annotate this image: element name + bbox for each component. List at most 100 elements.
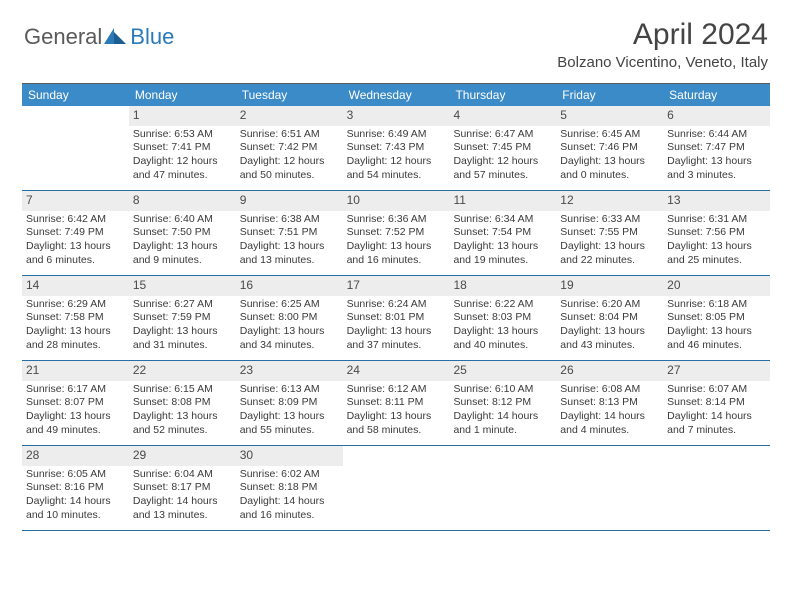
day-detail-line: and 58 minutes. bbox=[347, 424, 446, 438]
day-cell: 27Sunrise: 6:07 AMSunset: 8:14 PMDayligh… bbox=[663, 361, 770, 445]
day-detail-line: Sunset: 7:47 PM bbox=[667, 141, 766, 155]
day-details: Sunrise: 6:36 AMSunset: 7:52 PMDaylight:… bbox=[343, 213, 450, 272]
day-cell: 30Sunrise: 6:02 AMSunset: 8:18 PMDayligh… bbox=[236, 446, 343, 530]
day-detail-line: Sunrise: 6:07 AM bbox=[667, 383, 766, 397]
day-detail-line: Sunset: 7:45 PM bbox=[453, 141, 552, 155]
day-cell: 16Sunrise: 6:25 AMSunset: 8:00 PMDayligh… bbox=[236, 276, 343, 360]
day-details: Sunrise: 6:45 AMSunset: 7:46 PMDaylight:… bbox=[556, 128, 663, 187]
day-detail-line: and 22 minutes. bbox=[560, 254, 659, 268]
day-detail-line: Sunset: 7:54 PM bbox=[453, 226, 552, 240]
dow-tuesday: Tuesday bbox=[236, 84, 343, 106]
day-detail-line: Sunset: 8:08 PM bbox=[133, 396, 232, 410]
day-detail-line: Sunrise: 6:42 AM bbox=[26, 213, 125, 227]
day-detail-line: Sunset: 8:12 PM bbox=[453, 396, 552, 410]
weeks-container: 1Sunrise: 6:53 AMSunset: 7:41 PMDaylight… bbox=[22, 106, 770, 531]
day-details: Sunrise: 6:29 AMSunset: 7:58 PMDaylight:… bbox=[22, 298, 129, 357]
day-details bbox=[343, 468, 450, 472]
day-detail-line: Sunrise: 6:27 AM bbox=[133, 298, 232, 312]
day-detail-line: and 0 minutes. bbox=[560, 169, 659, 183]
day-number: 7 bbox=[22, 191, 129, 211]
dow-monday: Monday bbox=[129, 84, 236, 106]
day-detail-line: and 7 minutes. bbox=[667, 424, 766, 438]
day-detail-line: Sunrise: 6:53 AM bbox=[133, 128, 232, 142]
dow-wednesday: Wednesday bbox=[343, 84, 450, 106]
day-detail-line: and 46 minutes. bbox=[667, 339, 766, 353]
day-cell: 8Sunrise: 6:40 AMSunset: 7:50 PMDaylight… bbox=[129, 191, 236, 275]
day-number: 9 bbox=[236, 191, 343, 211]
page-header: General Blue April 2024 Bolzano Vicentin… bbox=[0, 0, 792, 75]
day-number: 18 bbox=[449, 276, 556, 296]
day-detail-line: Sunset: 7:42 PM bbox=[240, 141, 339, 155]
day-detail-line: and 52 minutes. bbox=[133, 424, 232, 438]
day-cell: 4Sunrise: 6:47 AMSunset: 7:45 PMDaylight… bbox=[449, 106, 556, 190]
day-cell: 6 Sunrise: 6:44 AMSunset: 7:47 PMDaylight… bbox=[663, 106, 770, 190]
day-number: 14 bbox=[22, 276, 129, 296]
day-details: Sunrise: 6:13 AMSunset: 8:09 PMDaylight:… bbox=[236, 383, 343, 442]
day-detail-line: Sunset: 7:43 PM bbox=[347, 141, 446, 155]
day-number: 8 bbox=[129, 191, 236, 211]
day-details: Sunrise: 6:22 AMSunset: 8:03 PMDaylight:… bbox=[449, 298, 556, 357]
day-details: Sunrise: 6:27 AMSunset: 7:59 PMDaylight:… bbox=[129, 298, 236, 357]
day-number: 24 bbox=[343, 361, 450, 381]
day-cell: 15Sunrise: 6:27 AMSunset: 7:59 PMDayligh… bbox=[129, 276, 236, 360]
day-details: Sunrise: 6:47 AMSunset: 7:45 PMDaylight:… bbox=[449, 128, 556, 187]
day-detail-line: Daylight: 12 hours bbox=[133, 155, 232, 169]
day-detail-line: and 55 minutes. bbox=[240, 424, 339, 438]
day-detail-line: Daylight: 13 hours bbox=[560, 155, 659, 169]
day-cell: 17Sunrise: 6:24 AMSunset: 8:01 PMDayligh… bbox=[343, 276, 450, 360]
day-detail-line: Daylight: 13 hours bbox=[347, 410, 446, 424]
day-detail-line: Sunrise: 6:49 AM bbox=[347, 128, 446, 142]
day-detail-line: Daylight: 12 hours bbox=[240, 155, 339, 169]
brand-logo: General Blue bbox=[24, 18, 174, 50]
day-detail-line: Sunrise: 6:10 AM bbox=[453, 383, 552, 397]
day-details: Sunrise: 6:08 AMSunset: 8:13 PMDaylight:… bbox=[556, 383, 663, 442]
day-detail-line: Sunrise: 6:17 AM bbox=[26, 383, 125, 397]
day-detail-line: Sunrise: 6:02 AM bbox=[240, 468, 339, 482]
day-detail-line: Sunrise: 6:08 AM bbox=[560, 383, 659, 397]
day-number: 4 bbox=[449, 106, 556, 126]
title-block: April 2024 Bolzano Vicentino, Veneto, It… bbox=[557, 18, 768, 71]
day-detail-line: Sunset: 7:59 PM bbox=[133, 311, 232, 325]
day-number: 10 bbox=[343, 191, 450, 211]
day-details bbox=[449, 468, 556, 472]
day-detail-line: Sunset: 8:18 PM bbox=[240, 481, 339, 495]
day-detail-line: and 3 minutes. bbox=[667, 169, 766, 183]
day-cell: 19Sunrise: 6:20 AMSunset: 8:04 PMDayligh… bbox=[556, 276, 663, 360]
week-row: 14Sunrise: 6:29 AMSunset: 7:58 PMDayligh… bbox=[22, 276, 770, 361]
day-detail-line: and 4 minutes. bbox=[560, 424, 659, 438]
day-details: Sunrise: 6:53 AMSunset: 7:41 PMDaylight:… bbox=[129, 128, 236, 187]
day-details: Sunrise: 6:49 AMSunset: 7:43 PMDaylight:… bbox=[343, 128, 450, 187]
day-detail-line: Sunrise: 6:22 AM bbox=[453, 298, 552, 312]
day-number: 17 bbox=[343, 276, 450, 296]
day-details bbox=[663, 468, 770, 472]
day-detail-line: Sunrise: 6:44 AM bbox=[667, 128, 766, 142]
day-detail-line: Daylight: 13 hours bbox=[240, 410, 339, 424]
day-detail-line: Sunrise: 6:33 AM bbox=[560, 213, 659, 227]
day-number: 6 bbox=[663, 106, 770, 126]
day-number: 5 bbox=[556, 106, 663, 126]
day-detail-line: and 37 minutes. bbox=[347, 339, 446, 353]
day-detail-line: Daylight: 13 hours bbox=[667, 240, 766, 254]
day-detail-line: Sunrise: 6:40 AM bbox=[133, 213, 232, 227]
brand-general: General bbox=[24, 24, 102, 50]
day-number: 23 bbox=[236, 361, 343, 381]
day-detail-line: and 49 minutes. bbox=[26, 424, 125, 438]
day-detail-line: Sunset: 8:01 PM bbox=[347, 311, 446, 325]
day-detail-line: and 40 minutes. bbox=[453, 339, 552, 353]
day-detail-line: Sunrise: 6:20 AM bbox=[560, 298, 659, 312]
week-row: 28Sunrise: 6:05 AMSunset: 8:16 PMDayligh… bbox=[22, 446, 770, 531]
day-detail-line: Daylight: 14 hours bbox=[453, 410, 552, 424]
day-cell: 2Sunrise: 6:51 AMSunset: 7:42 PMDaylight… bbox=[236, 106, 343, 190]
day-details: Sunrise: 6:15 AMSunset: 8:08 PMDaylight:… bbox=[129, 383, 236, 442]
day-detail-line: Daylight: 13 hours bbox=[667, 155, 766, 169]
day-detail-line: Sunset: 8:13 PM bbox=[560, 396, 659, 410]
day-cell: 11Sunrise: 6:34 AMSunset: 7:54 PMDayligh… bbox=[449, 191, 556, 275]
day-details: Sunrise: 6:20 AMSunset: 8:04 PMDaylight:… bbox=[556, 298, 663, 357]
day-number: 16 bbox=[236, 276, 343, 296]
day-detail-line: Sunrise: 6:18 AM bbox=[667, 298, 766, 312]
day-detail-line: and 10 minutes. bbox=[26, 509, 125, 523]
day-detail-line: Sunset: 8:16 PM bbox=[26, 481, 125, 495]
day-detail-line: Sunset: 8:14 PM bbox=[667, 396, 766, 410]
day-cell: 18Sunrise: 6:22 AMSunset: 8:03 PMDayligh… bbox=[449, 276, 556, 360]
day-number: 15 bbox=[129, 276, 236, 296]
